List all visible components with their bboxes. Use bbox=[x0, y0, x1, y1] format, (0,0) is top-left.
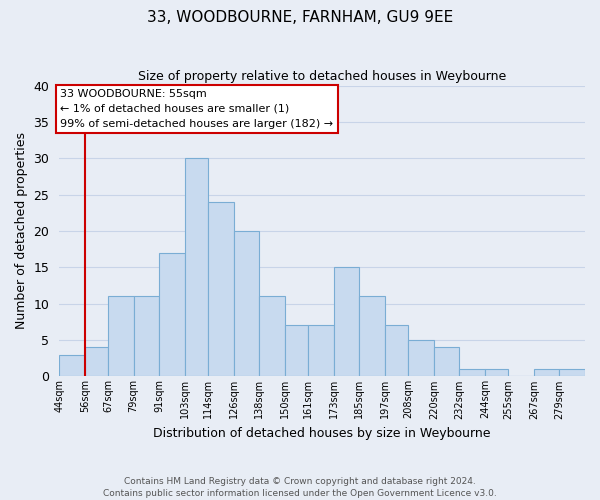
Bar bbox=[534, 369, 559, 376]
Y-axis label: Number of detached properties: Number of detached properties bbox=[15, 132, 28, 330]
Bar bbox=[285, 326, 308, 376]
Bar bbox=[85, 348, 108, 376]
Text: 33, WOODBOURNE, FARNHAM, GU9 9EE: 33, WOODBOURNE, FARNHAM, GU9 9EE bbox=[147, 10, 453, 25]
Bar bbox=[559, 369, 585, 376]
Bar bbox=[385, 326, 408, 376]
X-axis label: Distribution of detached houses by size in Weybourne: Distribution of detached houses by size … bbox=[154, 427, 491, 440]
Bar bbox=[485, 369, 508, 376]
Bar bbox=[460, 369, 485, 376]
Bar bbox=[259, 296, 285, 376]
Text: 33 WOODBOURNE: 55sqm
← 1% of detached houses are smaller (1)
99% of semi-detache: 33 WOODBOURNE: 55sqm ← 1% of detached ho… bbox=[60, 89, 334, 129]
Bar bbox=[234, 231, 259, 376]
Bar bbox=[134, 296, 159, 376]
Bar bbox=[159, 253, 185, 376]
Bar bbox=[185, 158, 208, 376]
Bar bbox=[59, 354, 85, 376]
Bar bbox=[408, 340, 434, 376]
Bar bbox=[108, 296, 134, 376]
Bar bbox=[334, 268, 359, 376]
Text: Contains HM Land Registry data © Crown copyright and database right 2024.
Contai: Contains HM Land Registry data © Crown c… bbox=[103, 476, 497, 498]
Bar bbox=[208, 202, 234, 376]
Bar bbox=[359, 296, 385, 376]
Bar bbox=[434, 348, 460, 376]
Title: Size of property relative to detached houses in Weybourne: Size of property relative to detached ho… bbox=[138, 70, 506, 83]
Bar bbox=[308, 326, 334, 376]
